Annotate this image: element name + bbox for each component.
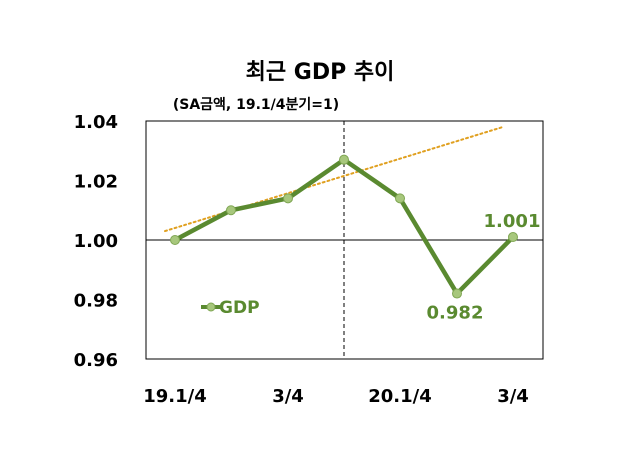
gdp-point [395, 193, 405, 204]
legend-marker [206, 302, 216, 312]
legend-label: GDP [219, 298, 260, 318]
x-tick-label: 20.1/4 [368, 386, 432, 407]
gdp-point [170, 235, 180, 245]
gdp-point [339, 154, 349, 165]
gdp-point [226, 205, 236, 216]
gdp-point [508, 232, 518, 243]
chart-subtitle: (SA금액, 19.1/4분기=1) [173, 96, 339, 113]
y-tick-label: 1.00 [74, 231, 118, 252]
gdp-point [452, 288, 462, 299]
x-tick-label: 19.1/4 [143, 386, 207, 407]
data-label: 1.001 [484, 211, 541, 232]
y-tick-label: 0.96 [74, 350, 118, 371]
y-tick-label: 1.04 [74, 112, 118, 133]
trendline [164, 125, 504, 233]
x-tick-label: 3/4 [497, 386, 529, 407]
y-tick-label: 1.02 [74, 172, 118, 193]
gdp-point [283, 193, 293, 204]
y-tick-label: 0.98 [74, 291, 118, 312]
data-label: 0.982 [427, 303, 484, 324]
x-tick-label: 3/4 [272, 386, 304, 407]
chart-title: 최근 GDP 추이 [246, 60, 395, 85]
